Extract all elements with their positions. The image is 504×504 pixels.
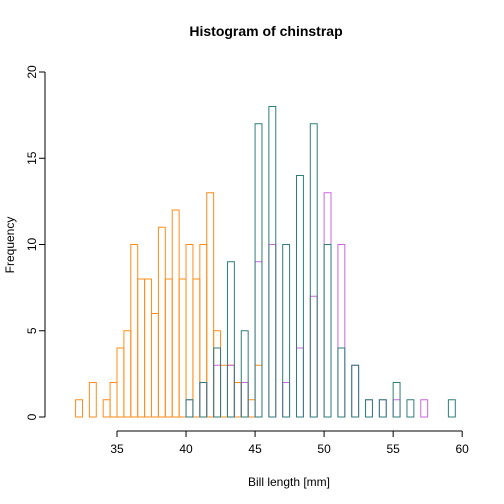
y-tick-label: 5	[25, 327, 39, 334]
histogram-bar	[226, 261, 235, 418]
histogram-bar	[151, 313, 159, 418]
histogram-bar	[268, 244, 277, 418]
x-tick-label: 55	[386, 442, 400, 456]
histogram-bar	[295, 347, 304, 418]
x-tick-label: 45	[248, 442, 262, 456]
histogram-bar	[171, 209, 180, 418]
histogram-bar	[144, 278, 153, 418]
histogram-bar	[185, 244, 194, 418]
x-tick-label: 60	[456, 442, 470, 456]
histogram-bar	[254, 261, 263, 418]
histogram-bar	[309, 123, 318, 418]
y-tick-label: 15	[25, 151, 39, 165]
bars-layer	[75, 106, 456, 418]
x-axis: 35 40 45 50 55 60	[110, 430, 470, 456]
histogram-bar	[240, 330, 249, 418]
histogram-bar	[206, 192, 215, 418]
histogram-bar	[337, 244, 346, 418]
histogram-bar	[75, 399, 83, 418]
histogram-bar	[220, 364, 228, 418]
histogram-bar	[254, 364, 263, 418]
y-tick-label: 20	[25, 65, 39, 79]
x-tick-label: 35	[110, 442, 124, 456]
histogram-bar	[295, 175, 304, 418]
histogram-bar	[213, 364, 222, 418]
histogram-bar	[185, 399, 194, 418]
histogram-bar	[240, 382, 249, 418]
histogram-bar	[199, 244, 208, 418]
histogram-bar	[88, 382, 97, 418]
histogram-bar	[164, 278, 173, 418]
histogram-bar	[282, 382, 291, 418]
y-axis: 0 5 10 15 20	[25, 65, 46, 420]
histogram-bar	[406, 399, 415, 418]
histogram-bar	[233, 382, 242, 418]
histogram-bar	[268, 106, 277, 418]
y-tick-label: 0	[25, 413, 39, 420]
histogram-bar	[351, 364, 360, 418]
x-axis-label: Bill length [mm]	[248, 475, 330, 489]
histogram-bar	[123, 330, 132, 418]
histogram-bar	[240, 382, 249, 418]
x-tick-label: 50	[317, 442, 331, 456]
histogram-bar	[213, 330, 222, 418]
histogram-bar	[226, 364, 235, 418]
histogram-bar	[337, 347, 346, 418]
histogram-bar	[199, 382, 208, 418]
histogram-bar	[351, 364, 360, 418]
histogram-bar	[109, 382, 118, 418]
histogram-bar	[392, 399, 401, 418]
histogram-bar	[365, 399, 373, 418]
histogram-bar	[102, 399, 111, 418]
histogram-bar	[323, 192, 332, 418]
histogram-bar	[247, 399, 256, 418]
histogram-bar	[178, 278, 187, 418]
histogram-bar	[199, 382, 208, 418]
histogram-bar	[192, 278, 201, 418]
histogram-bar	[309, 295, 318, 418]
histogram-bar	[282, 244, 291, 418]
histogram-bar	[130, 244, 139, 418]
histogram-bar	[323, 244, 332, 418]
histogram-bar	[378, 399, 387, 418]
histogram-bar	[226, 364, 235, 418]
histogram-bar	[137, 278, 146, 418]
histogram-bar	[157, 226, 166, 418]
y-tick-label: 10	[25, 238, 39, 252]
histogram-bar	[420, 399, 429, 418]
histogram-bar	[392, 382, 401, 418]
histogram-bar	[378, 399, 387, 418]
chart-title: Histogram of chinstrap	[189, 23, 342, 39]
histogram-bar	[213, 347, 222, 418]
histogram-bar	[447, 399, 456, 418]
y-axis-label: Frequency	[3, 217, 17, 274]
histogram-bar	[365, 399, 373, 418]
histogram-bar	[254, 123, 263, 418]
x-tick-label: 40	[179, 442, 193, 456]
histogram-bar	[116, 347, 125, 418]
histogram-bar	[185, 399, 194, 418]
